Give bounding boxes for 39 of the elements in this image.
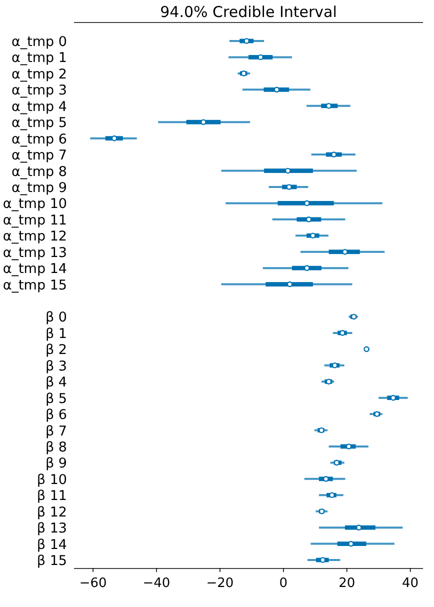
y-tick-label: α_tmp 5	[11, 115, 67, 132]
y-tick-label: β 9	[46, 456, 67, 472]
y-tick-label: α_tmp 15	[2, 277, 67, 294]
y-tick-label: α_tmp 7	[11, 148, 67, 164]
y-tick-label: β 2	[46, 342, 67, 358]
y-tick-label: α_tmp 6	[11, 131, 67, 148]
y-tick-label: α_tmp 4	[11, 98, 67, 115]
y-tick-label: α_tmp 0	[11, 34, 67, 50]
x-tick-label: −60	[79, 576, 107, 591]
y-tick-label: β 6	[46, 407, 67, 424]
y-tick-label: β 10	[36, 472, 67, 488]
x-tick-label: 0	[279, 576, 288, 591]
y-tick-label: β 11	[36, 488, 67, 504]
y-tick-label: α_tmp 14	[2, 261, 67, 278]
y-tick-label: α_tmp 13	[2, 244, 67, 261]
x-tick-label: 40	[402, 576, 419, 591]
chart-title: 94.0% Credible Interval	[160, 3, 337, 21]
y-tick-label: β 3	[46, 358, 67, 374]
y-tick-label: β 5	[46, 390, 67, 407]
y-tick-label: α_tmp 8	[11, 164, 67, 180]
y-tick-label: α_tmp 11	[2, 212, 67, 228]
y-tick-label: β 12	[36, 504, 67, 520]
y-tick-label: β 8	[46, 439, 67, 456]
y-tick-label: β 7	[46, 423, 67, 440]
y-tick-label: α_tmp 10	[2, 196, 67, 212]
y-tick-label: α_tmp 2	[11, 66, 67, 82]
y-tick-label: β 14	[36, 536, 67, 553]
x-tick-label: −40	[142, 576, 170, 591]
y-tick-label: β 4	[46, 374, 67, 391]
y-tick-label: α_tmp 12	[2, 228, 67, 245]
x-tick-label: −20	[206, 576, 234, 591]
y-tick-label: α_tmp 3	[11, 82, 67, 99]
y-tick-label: β 1	[46, 326, 67, 342]
y-tick-label: α_tmp 9	[11, 180, 67, 196]
y-tick-label: β 0	[46, 310, 67, 326]
y-tick-label: β 15	[36, 553, 67, 569]
y-tick-label: α_tmp 1	[11, 50, 67, 66]
x-tick-label: 20	[338, 576, 356, 591]
y-tick-label: β 13	[36, 520, 67, 537]
